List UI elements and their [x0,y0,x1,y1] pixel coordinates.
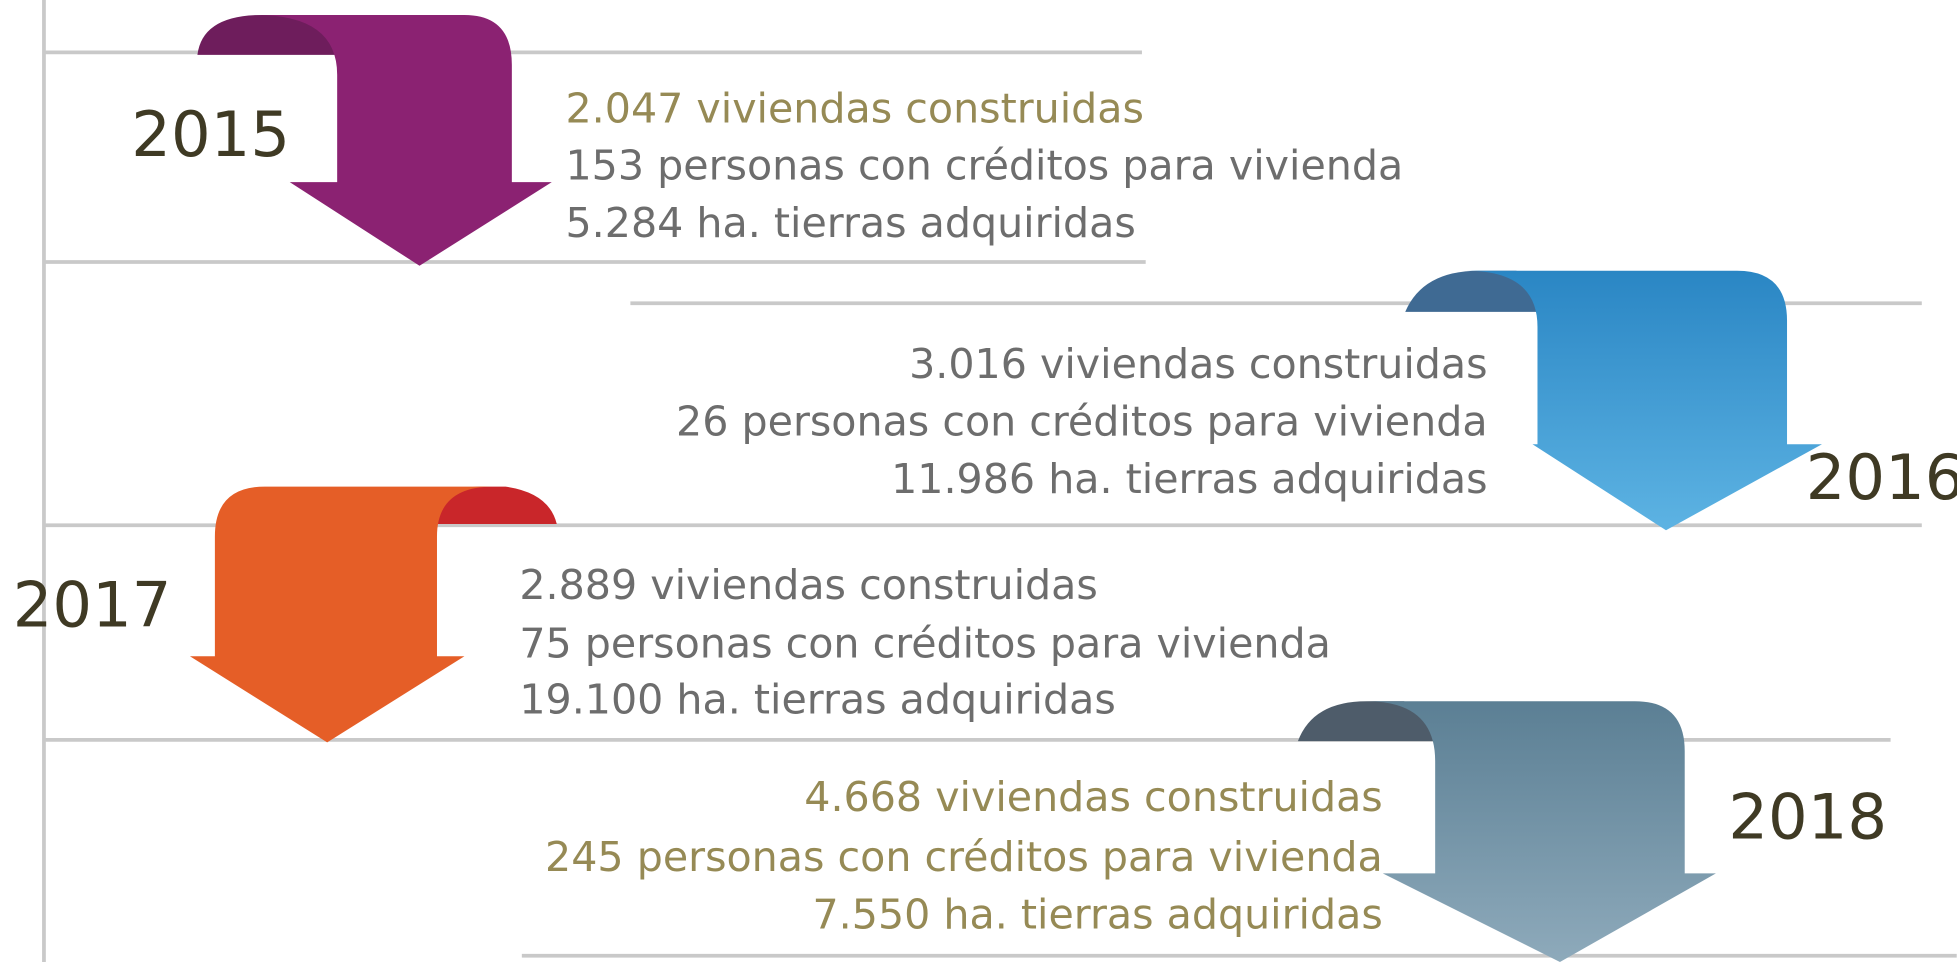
stat-line: 5.284 ha. tierras adquiridas [566,199,1136,247]
stat-line: 153 personas con créditos para vivienda [566,142,1404,190]
year: 2018 [1728,780,1887,853]
arrow-2015 [256,14,552,266]
stat-line: 26 personas con créditos para vivienda [676,397,1488,445]
year: 2017 [13,568,172,641]
arrow-curl [197,14,338,55]
arrow-curl [1297,701,1436,742]
stat-line: 7.550 ha. tierras adquiridas [812,890,1382,938]
stat-line: 19.100 ha. tierras adquiridas [519,676,1115,724]
stat-line: 2.047 viviendas construidas [566,84,1144,132]
arrow-curl [436,486,557,525]
arrow-2017 [189,486,494,743]
arrow-2016 [1466,270,1822,531]
arrows [189,14,1822,962]
stat-line: 4.668 viviendas construidas [804,773,1382,821]
stat-line: 2.889 viviendas construidas [519,561,1097,609]
arrow-curl [1405,270,1538,312]
stat-line: 3.016 viviendas construidas [909,340,1487,388]
year: 2016 [1806,441,1957,514]
year: 2015 [131,98,290,171]
arrow-2018 [1366,701,1716,962]
stat-line: 245 personas con créditos para vivienda [545,833,1383,881]
stat-line: 75 personas con créditos para vivienda [519,620,1331,668]
stat-line: 11.986 ha. tierras adquiridas [891,455,1487,503]
